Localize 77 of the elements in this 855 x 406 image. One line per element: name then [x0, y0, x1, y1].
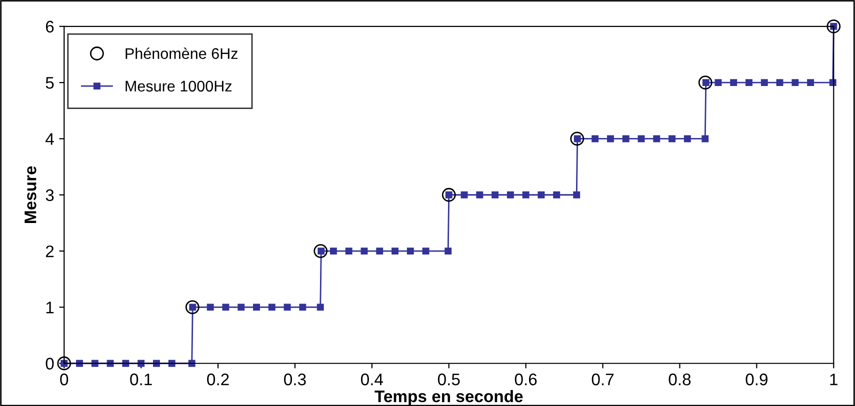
- point: [606, 135, 614, 142]
- point: [684, 135, 691, 142]
- point: [638, 135, 645, 142]
- point: [284, 304, 291, 311]
- point: [444, 248, 452, 255]
- point: [406, 248, 414, 255]
- point: [122, 360, 130, 367]
- point: [792, 79, 799, 86]
- point: [106, 360, 114, 367]
- point: [422, 248, 430, 255]
- point: [622, 135, 630, 142]
- point: [316, 304, 324, 311]
- point: [570, 132, 584, 146]
- point: [268, 304, 276, 311]
- point: [76, 360, 83, 367]
- point: [299, 304, 306, 311]
- point: [392, 248, 398, 255]
- point: [345, 248, 352, 255]
- y-tick-label: 2: [46, 245, 54, 258]
- point: [360, 248, 368, 255]
- point: [152, 360, 160, 367]
- point: [746, 79, 752, 86]
- point: [573, 191, 580, 198]
- x-tick-label: 0.3: [284, 374, 306, 386]
- x-tick-label: 0.7: [592, 374, 614, 386]
- point: [714, 79, 722, 86]
- point: [492, 191, 499, 198]
- point: [592, 135, 599, 142]
- x-tick-label: 0.9: [746, 374, 768, 386]
- y-tick-label: 6: [46, 20, 54, 33]
- point: [730, 79, 738, 86]
- point: [522, 191, 530, 198]
- x-tick-label: 0.8: [668, 374, 691, 386]
- point: [460, 191, 468, 198]
- point: [668, 135, 676, 142]
- point: [168, 360, 176, 367]
- point: [698, 76, 712, 90]
- x-tick-label: 0.5: [438, 374, 460, 386]
- x-axis-title: Temps en seconde: [374, 390, 523, 406]
- point: [91, 360, 98, 367]
- point: [330, 248, 337, 255]
- point: [538, 191, 545, 198]
- point: [185, 300, 200, 314]
- x-tick-label: 0: [60, 374, 68, 386]
- point: [57, 356, 72, 370]
- point: [206, 304, 214, 311]
- point: [653, 135, 660, 142]
- point: [826, 19, 841, 34]
- point: [807, 79, 814, 86]
- point: [238, 304, 245, 311]
- point: [776, 79, 784, 86]
- y-axis-title: Mesure: [24, 166, 36, 223]
- y-tick-label: 4: [46, 133, 54, 145]
- point: [476, 191, 484, 198]
- point: [253, 304, 260, 311]
- legend-label: Phénomène 6Hz: [126, 48, 238, 59]
- point: [222, 304, 230, 311]
- point: [506, 191, 514, 198]
- y-tick-label: 3: [46, 189, 54, 202]
- point: [829, 79, 836, 86]
- point: [760, 79, 768, 86]
- x-tick-label: 1: [830, 374, 838, 386]
- y-tick-label: 5: [46, 77, 54, 89]
- x-tick-label: 0.6: [514, 374, 537, 386]
- point: [702, 135, 709, 142]
- y-tick-label: 0: [46, 358, 54, 370]
- x-tick-label: 0.4: [360, 374, 384, 386]
- point: [314, 244, 328, 258]
- y-tick-label: 1: [46, 302, 54, 314]
- point: [188, 360, 196, 367]
- point: [442, 188, 456, 202]
- point: [138, 360, 145, 367]
- x-tick-label: 0.1: [130, 374, 152, 386]
- legend-label: Mesure 1000Hz: [126, 80, 232, 92]
- point: [376, 248, 384, 255]
- point: [553, 191, 560, 198]
- x-tick-label: 0.2: [207, 374, 229, 386]
